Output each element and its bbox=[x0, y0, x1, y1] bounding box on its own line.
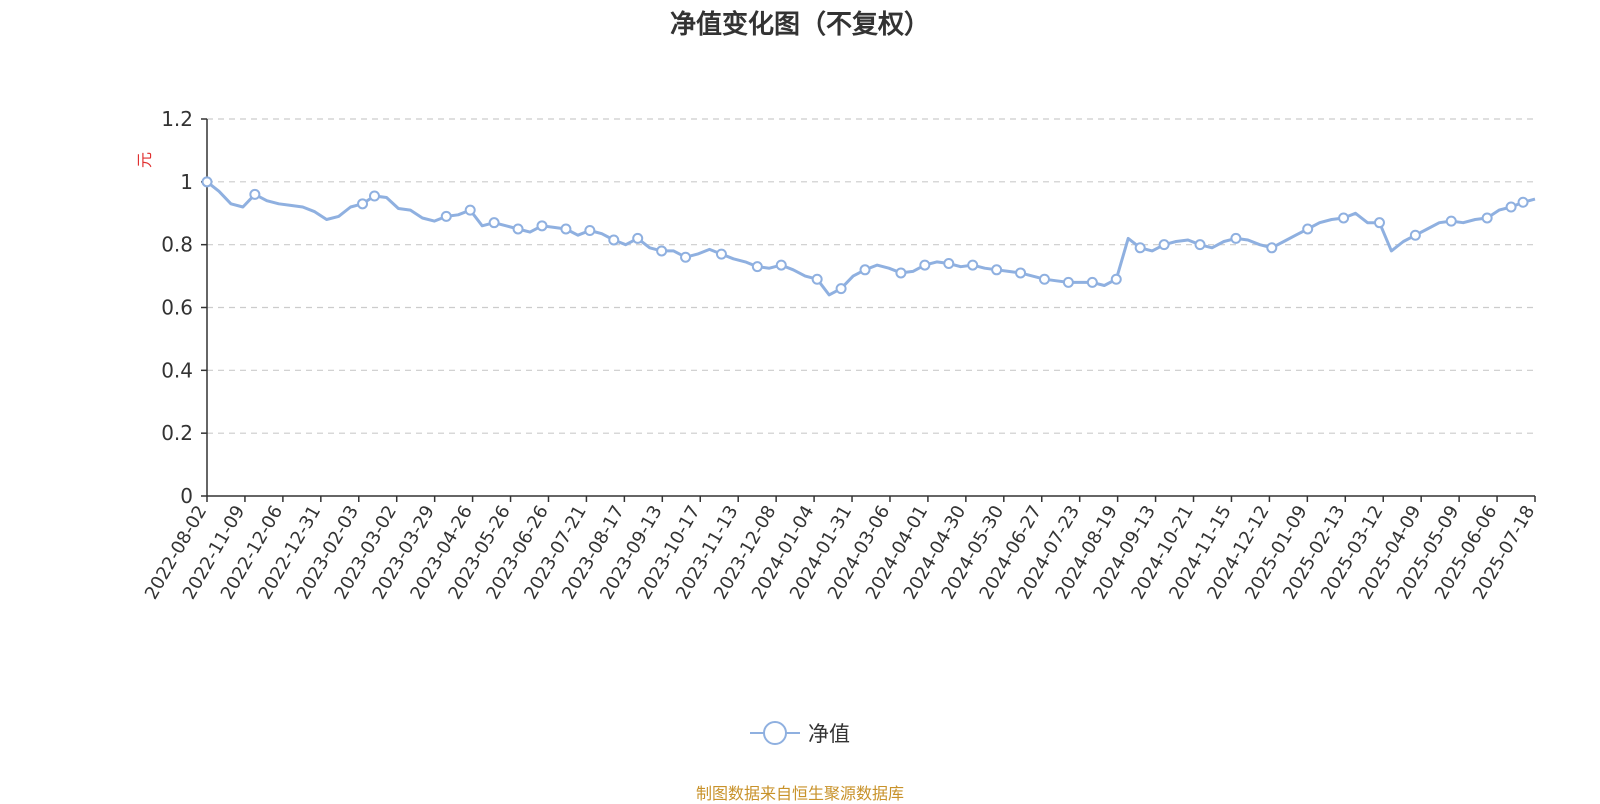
data-point-marker bbox=[201, 176, 213, 188]
data-point-marker bbox=[835, 283, 847, 295]
data-point-marker bbox=[632, 232, 644, 244]
data-point-marker bbox=[895, 267, 907, 279]
data-point-marker bbox=[1015, 267, 1027, 279]
y-tick-label: 0.2 bbox=[161, 421, 193, 445]
legend[interactable]: 净值 bbox=[750, 718, 850, 748]
data-point-marker bbox=[1266, 242, 1278, 254]
data-point-marker bbox=[560, 223, 572, 235]
data-point-marker bbox=[1230, 232, 1242, 244]
series-line bbox=[206, 180, 1536, 297]
y-tick-label: 1 bbox=[180, 170, 193, 194]
data-point-marker bbox=[1158, 239, 1170, 251]
data-point-marker bbox=[1086, 276, 1098, 288]
source-note: 制图数据来自恒生聚源数据库 bbox=[695, 784, 904, 803]
legend-line-icon bbox=[750, 721, 800, 745]
data-point-marker bbox=[1062, 276, 1074, 288]
data-point-marker bbox=[464, 204, 476, 216]
series-markers bbox=[201, 176, 1529, 295]
chart-title: 净值变化图（不复权） bbox=[669, 10, 930, 40]
data-point-marker bbox=[1517, 196, 1529, 208]
data-point-marker bbox=[1134, 242, 1146, 254]
data-point-marker bbox=[608, 234, 620, 246]
data-point-marker bbox=[440, 210, 452, 222]
data-point-marker bbox=[919, 259, 931, 271]
data-point-marker bbox=[943, 258, 955, 270]
data-point-marker bbox=[368, 190, 380, 202]
y-tick-label: 0.4 bbox=[161, 358, 193, 382]
data-point-marker bbox=[1338, 212, 1350, 224]
data-point-marker bbox=[1302, 223, 1314, 235]
axes bbox=[201, 118, 1536, 502]
data-point-marker bbox=[775, 259, 787, 271]
data-point-marker bbox=[1110, 273, 1122, 285]
data-point-marker bbox=[811, 273, 823, 285]
y-axis-label: 元 bbox=[135, 152, 154, 168]
x-tick-labels: 2022-08-022022-11-092022-12-062022-12-31… bbox=[141, 502, 1539, 603]
data-point-marker bbox=[656, 245, 668, 257]
y-tick-label: 0 bbox=[180, 484, 193, 508]
data-point-marker bbox=[584, 225, 596, 237]
data-point-marker bbox=[512, 223, 524, 235]
legend-label: 净值 bbox=[808, 722, 850, 746]
y-tick-label: 1.2 bbox=[161, 107, 193, 131]
data-point-marker bbox=[357, 198, 369, 210]
y-tick-label: 0.6 bbox=[161, 296, 193, 320]
y-tick-labels: 0 0.2 0.4 0.6 0.8 1 1.2 bbox=[161, 107, 193, 508]
data-point-marker bbox=[1038, 273, 1050, 285]
data-point-marker bbox=[249, 188, 261, 200]
data-point-marker bbox=[967, 259, 979, 271]
data-point-marker bbox=[680, 251, 692, 263]
data-point-marker bbox=[1373, 217, 1385, 229]
data-point-marker bbox=[751, 261, 763, 273]
data-point-marker bbox=[991, 264, 1003, 276]
data-point-marker bbox=[859, 264, 871, 276]
data-point-marker bbox=[488, 217, 500, 229]
series-line-group bbox=[206, 180, 1536, 297]
data-point-marker bbox=[1445, 215, 1457, 227]
grid-lines bbox=[207, 118, 1535, 434]
data-point-marker bbox=[536, 220, 548, 232]
data-point-marker bbox=[1409, 229, 1421, 241]
data-point-marker bbox=[1194, 239, 1206, 251]
data-point-marker bbox=[715, 248, 727, 260]
y-tick-label: 0.8 bbox=[161, 233, 193, 257]
data-point-marker bbox=[1505, 201, 1517, 213]
data-point-marker bbox=[1481, 212, 1493, 224]
